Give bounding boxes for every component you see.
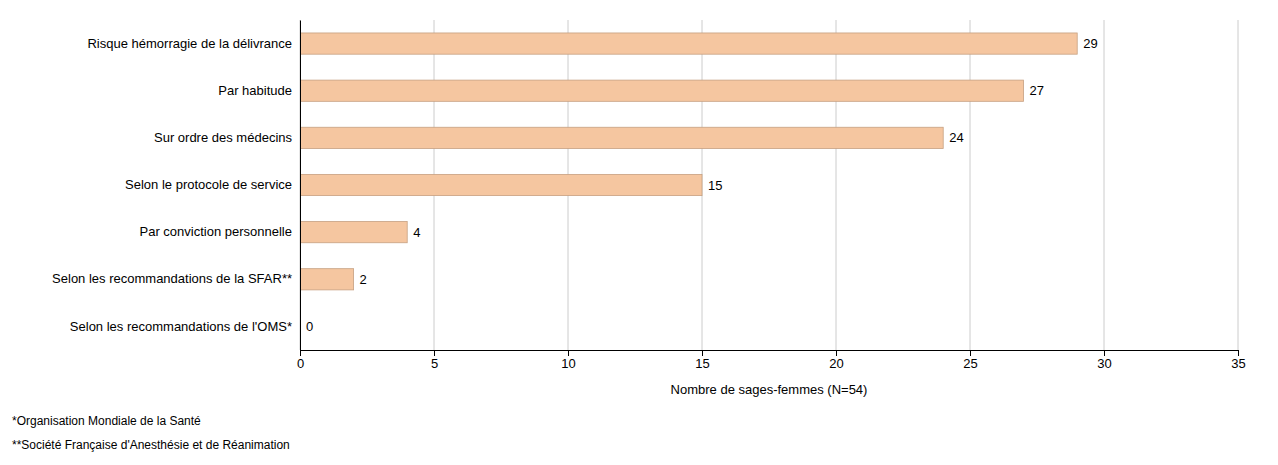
- y-tick-label: Risque hémorragie de la délivrance: [87, 36, 292, 51]
- data-label: 2: [360, 272, 367, 287]
- y-tick: Selon les recommandations de l'OMS*: [70, 319, 292, 334]
- x-tick: 35: [1231, 350, 1245, 371]
- y-tick: Par habitude: [218, 83, 292, 98]
- y-tick-label: Sur ordre des médecins: [154, 130, 293, 145]
- grid: [300, 20, 1238, 350]
- x-tick-label: 20: [829, 356, 843, 371]
- y-tick-label: Selon les recommandations de la SFAR**: [52, 271, 292, 286]
- y-tick: Risque hémorragie de la délivrance: [87, 36, 292, 51]
- footnote: **Société Française d'Anesthésie et de R…: [12, 438, 290, 452]
- footnote: *Organisation Mondiale de la Santé: [12, 414, 201, 428]
- x-tick-mark: [434, 350, 435, 356]
- x-axis: 0 5 10 15 20 25 30 35: [297, 350, 1246, 371]
- x-tick-mark: [568, 350, 569, 356]
- grid-line: [836, 20, 837, 350]
- grid-line: [300, 20, 301, 350]
- plot: 0241524272905101520253035Selon les recom…: [52, 20, 1246, 371]
- y-axis: Selon les recommandations de l'OMS* Selon…: [52, 21, 300, 351]
- x-tick-label: 25: [963, 356, 977, 371]
- x-axis-title: Nombre de sages-femmes (N=54): [671, 382, 868, 397]
- bar: [300, 269, 354, 290]
- bar: [300, 33, 1077, 54]
- bar: [300, 222, 407, 243]
- x-tick-mark: [702, 350, 703, 356]
- x-tick-label: 15: [695, 356, 709, 371]
- bar: [300, 80, 1024, 101]
- x-tick: 20: [829, 350, 843, 371]
- x-tick: 30: [1097, 350, 1111, 371]
- data-label: 29: [1083, 36, 1097, 51]
- x-tick: 0: [297, 350, 304, 371]
- x-tick-label: 5: [431, 356, 438, 371]
- y-tick-label: Selon les recommandations de l'OMS*: [70, 319, 292, 334]
- grid-line: [970, 20, 971, 350]
- x-tick: 10: [561, 350, 575, 371]
- y-tick: Selon les recommandations de la SFAR**: [52, 271, 292, 286]
- x-axis-line: [301, 351, 1239, 357]
- y-tick: Sur ordre des médecins: [154, 130, 293, 145]
- grid-line: [1238, 20, 1239, 350]
- x-tick-label: 10: [561, 356, 575, 371]
- x-tick-mark: [836, 350, 837, 356]
- x-tick-mark: [1104, 350, 1105, 356]
- data-label: 15: [708, 178, 722, 193]
- data-label: 4: [413, 225, 420, 240]
- y-tick-label: Selon le protocole de service: [125, 177, 292, 192]
- data-label: 0: [306, 319, 313, 334]
- data-labels: 02415242729: [306, 36, 1098, 334]
- y-tick-label: Par conviction personnelle: [140, 224, 292, 239]
- y-tick: Par conviction personnelle: [140, 224, 292, 239]
- grid-line: [1104, 20, 1105, 350]
- y-axis-line: [300, 21, 301, 351]
- x-tick-mark: [1238, 350, 1239, 356]
- x-tick: 25: [963, 350, 977, 371]
- x-tick-label: 30: [1097, 356, 1111, 371]
- chart: 0241524272905101520253035Selon les recom…: [0, 0, 1278, 465]
- y-tick: Selon le protocole de service: [125, 177, 292, 192]
- bar: [300, 174, 702, 195]
- x-tick-mark: [970, 350, 971, 356]
- x-tick-label: 0: [297, 356, 304, 371]
- bars: [300, 33, 1077, 290]
- x-tick: 15: [695, 350, 709, 371]
- data-label: 27: [1030, 83, 1044, 98]
- bar: [300, 127, 943, 148]
- y-tick-label: Par habitude: [218, 83, 292, 98]
- x-tick-label: 35: [1231, 356, 1245, 371]
- data-label: 24: [949, 130, 963, 145]
- x-tick: 5: [431, 350, 438, 371]
- x-tick-mark: [300, 350, 301, 356]
